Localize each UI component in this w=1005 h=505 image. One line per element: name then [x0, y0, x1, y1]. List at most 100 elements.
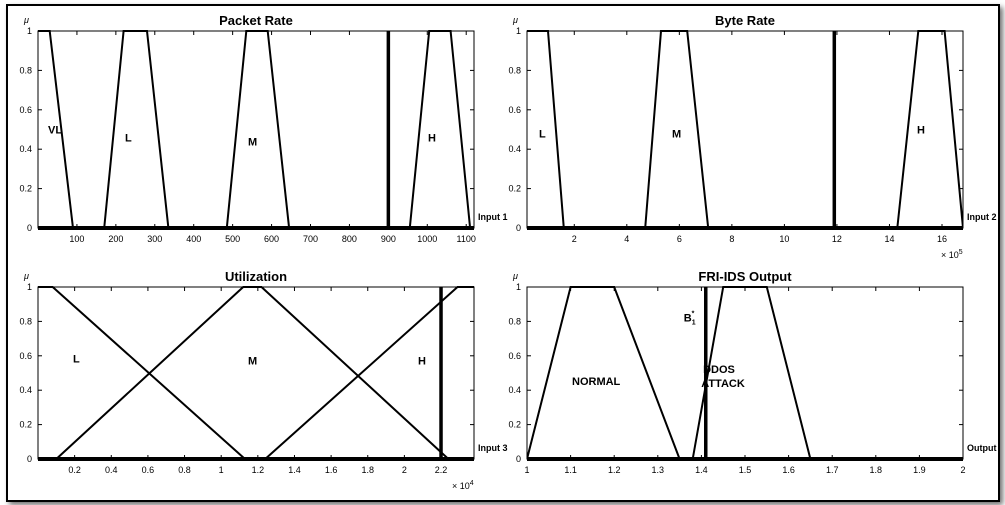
chart-panel-3: Utilization μ 0 0.2 0.4 0.6 0.8 1 0.2 0.4 0.6 0.8 1 1…: [19, 269, 507, 491]
x-tick-label: 700: [303, 234, 318, 244]
series-label: L: [539, 128, 546, 140]
chart-panel-4: FRI-IDS Output μ 0 0.2 0.4 0.6 0.8 1 1 1.1 1.2 1.3 1…: [508, 269, 996, 475]
x-axis-label: Input 3: [478, 443, 508, 453]
chart-title: Utilization: [225, 269, 287, 284]
y-axis-label: μ: [23, 271, 29, 281]
x-tick-label: 1100: [457, 234, 476, 244]
membership-function-h: [408, 30, 472, 229]
y-tick-label: 0.4: [19, 385, 32, 395]
y-axis-label: μ: [512, 15, 518, 25]
series-label: VL: [48, 124, 62, 136]
membership-function-m: [55, 286, 450, 460]
y-tick-label: 0.8: [508, 65, 521, 75]
membership-function-l: [103, 30, 170, 229]
x-axis-label: Input 2: [967, 212, 997, 222]
y-tick-label: 0: [516, 223, 521, 233]
plot-area: [37, 286, 475, 460]
chart-title: FRI-IDS Output: [698, 269, 792, 284]
membership-function-normal: [527, 286, 681, 460]
x-tick-label: 1.3: [652, 465, 665, 475]
y-tick-label: 0.6: [19, 105, 32, 115]
x-tick-label: 600: [264, 234, 279, 244]
membership-function-vl: [38, 30, 74, 229]
x-tick-label: 12: [832, 234, 842, 244]
y-tick-label: 0.4: [508, 385, 521, 395]
x-tick-label: 900: [381, 234, 396, 244]
x-tick-label: 1.2: [252, 465, 265, 475]
membership-function-l: [38, 286, 246, 460]
y-tick-label: 1: [27, 26, 32, 36]
plot-area: [526, 286, 964, 460]
x-tick-label: 2: [572, 234, 577, 244]
x-tick-label: 6: [677, 234, 682, 244]
x-tick-label: 1: [219, 465, 224, 475]
x-tick-label: 1.8: [361, 465, 374, 475]
membership-function-ddos-attack: [691, 286, 812, 460]
x-tick-label: 1.4: [695, 465, 708, 475]
x-tick-label: 400: [186, 234, 201, 244]
series-label: M: [672, 128, 681, 140]
series-label: L: [73, 354, 80, 366]
x-tick-label: 500: [225, 234, 240, 244]
x-axis-exponent: × 105: [941, 249, 963, 260]
chart-title: Byte Rate: [715, 13, 775, 28]
y-tick-label: 0.2: [508, 184, 521, 194]
series-label: H: [428, 132, 436, 144]
membership-function-m: [644, 30, 710, 229]
series-label: H: [917, 124, 925, 136]
y-tick-label: 0.2: [508, 420, 521, 430]
x-tick-label: 4: [624, 234, 629, 244]
y-tick-label: 0.8: [19, 65, 32, 75]
x-axis-exponent: × 104: [452, 480, 474, 491]
x-tick-label: 1.2: [608, 465, 621, 475]
y-tick-label: 1: [516, 282, 521, 292]
x-tick-label: 1000: [417, 234, 437, 244]
y-tick-label: 0: [516, 454, 521, 464]
series-label: DDOS ATTACK: [701, 364, 745, 390]
x-tick-label: 800: [342, 234, 357, 244]
membership-function-h: [896, 30, 963, 229]
series-label: H: [418, 355, 426, 367]
y-axis-label: μ: [23, 15, 29, 25]
membership-function-m: [225, 30, 291, 229]
plot-area: [526, 30, 964, 229]
chart-title: Packet Rate: [219, 13, 293, 28]
y-tick-label: 0.2: [19, 184, 32, 194]
y-tick-label: 0: [27, 454, 32, 464]
x-tick-label: 2: [960, 465, 965, 475]
x-tick-label: 1.6: [325, 465, 338, 475]
x-tick-label: 0.2: [68, 465, 81, 475]
series-label: M: [248, 136, 257, 148]
x-tick-label: 200: [108, 234, 123, 244]
y-tick-label: 0.6: [508, 105, 521, 115]
y-tick-label: 0.8: [19, 316, 32, 326]
x-tick-label: 10: [779, 234, 789, 244]
y-tick-label: 0.4: [19, 144, 32, 154]
membership-function-l: [527, 30, 565, 229]
x-tick-label: 1.5: [739, 465, 752, 475]
membership-function-h: [264, 286, 474, 460]
plot-area: [37, 30, 475, 229]
x-tick-label: 16: [937, 234, 947, 244]
x-tick-label: 300: [147, 234, 162, 244]
crisp-output-label: B1*: [684, 310, 696, 326]
y-tick-label: 0.2: [19, 420, 32, 430]
x-axis-label: Output: [967, 443, 997, 453]
x-tick-label: 1.6: [782, 465, 795, 475]
x-axis-label: Input 1: [478, 212, 508, 222]
x-tick-label: 2: [402, 465, 407, 475]
y-tick-label: 0.8: [508, 316, 521, 326]
x-tick-label: 0.8: [178, 465, 191, 475]
series-label: M: [248, 355, 257, 367]
x-tick-label: 0.6: [142, 465, 155, 475]
y-axis-label: μ: [512, 271, 518, 281]
x-tick-label: 1.4: [288, 465, 301, 475]
x-tick-label: 1.9: [913, 465, 926, 475]
series-label: L: [125, 132, 132, 144]
x-tick-label: 1.7: [826, 465, 839, 475]
x-tick-label: 1.8: [870, 465, 883, 475]
x-tick-label: 2.2: [435, 465, 448, 475]
